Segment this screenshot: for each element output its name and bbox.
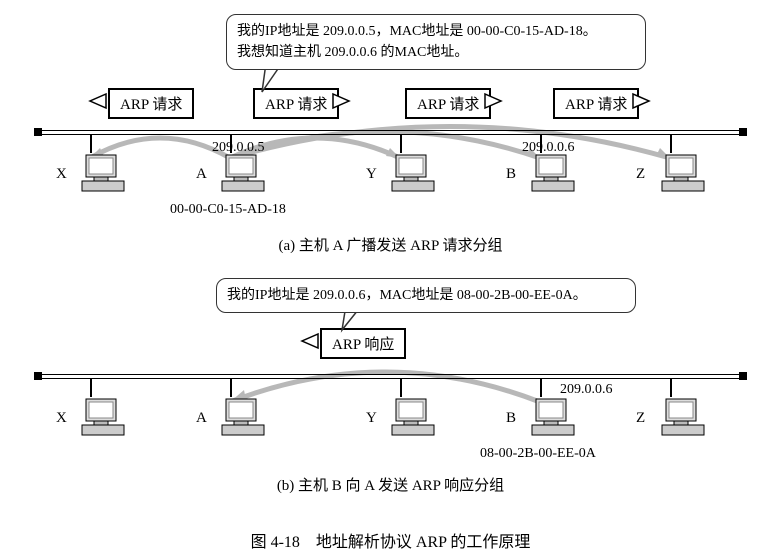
- host-y-a: [378, 153, 448, 200]
- arp-request-box-1: ARP 请求: [108, 88, 194, 119]
- mac-label-a: 00-00-C0-15-AD-18: [170, 202, 286, 218]
- host-label-x-a: X: [56, 166, 67, 183]
- arrow-right-4: [631, 92, 651, 110]
- drop-y-b: [400, 379, 402, 397]
- drop-z-b: [670, 379, 672, 397]
- computer-icon: [390, 153, 436, 195]
- figure-caption: 图 4-18 地址解析协议 ARP 的工作原理: [0, 528, 781, 552]
- computer-icon: [660, 397, 706, 439]
- computer-icon: [660, 153, 706, 195]
- speech-b-line1: 我的IP地址是 209.0.0.6，MAC地址是 08-00-2B-00-EE-…: [227, 285, 625, 306]
- host-label-b-a: B: [506, 166, 516, 183]
- arrow-left-1: [88, 92, 108, 110]
- computer-icon: [80, 397, 126, 439]
- computer-icon: [80, 153, 126, 195]
- panel-a: 我的IP地址是 209.0.0.5，MAC地址是 00-00-C0-15-AD-…: [0, 0, 781, 260]
- host-z-b: [648, 397, 718, 444]
- speech-a-line1: 我的IP地址是 209.0.0.5，MAC地址是 00-00-C0-15-AD-…: [237, 21, 635, 42]
- arp-request-box-3: ARP 请求: [405, 88, 491, 119]
- drop-z-a: [670, 135, 672, 153]
- host-y-b: [378, 397, 448, 444]
- host-label-a-b: A: [196, 410, 207, 427]
- arrow-right-3: [483, 92, 503, 110]
- host-label-y-b: Y: [366, 410, 377, 427]
- ip-label-b-a: 209.0.0.6: [522, 140, 575, 156]
- host-z-a: [648, 153, 718, 200]
- arrow-right-2: [331, 92, 351, 110]
- bus-a: [40, 130, 741, 135]
- speech-bubble-a: 我的IP地址是 209.0.0.5，MAC地址是 00-00-C0-15-AD-…: [226, 14, 646, 70]
- computer-icon: [530, 397, 576, 439]
- drop-x-b: [90, 379, 92, 397]
- computer-icon: [220, 153, 266, 195]
- computer-icon: [530, 153, 576, 195]
- arrow-left-resp: [300, 332, 320, 350]
- ip-label-b-b: 209.0.0.6: [560, 382, 613, 398]
- arp-request-box-4: ARP 请求: [553, 88, 639, 119]
- host-b-a: [518, 153, 588, 200]
- drop-y-a: [400, 135, 402, 153]
- drop-a-b: [230, 379, 232, 397]
- host-a-a: [208, 153, 278, 200]
- drop-x-a: [90, 135, 92, 153]
- host-x-b: [68, 397, 138, 444]
- caption-a: (a) 主机 A 广播发送 ARP 请求分组: [0, 234, 781, 255]
- speech-a-line2: 我想知道主机 209.0.0.6 的MAC地址。: [237, 42, 635, 63]
- computer-icon: [220, 397, 266, 439]
- drop-b-b: [540, 379, 542, 397]
- host-a-b: [208, 397, 278, 444]
- host-label-b-b: B: [506, 410, 516, 427]
- bus-b: [40, 374, 741, 379]
- host-label-z-b: Z: [636, 410, 645, 427]
- host-b-b: [518, 397, 588, 444]
- caption-b: (b) 主机 B 向 A 发送 ARP 响应分组: [0, 474, 781, 495]
- speech-bubble-b: 我的IP地址是 209.0.0.6，MAC地址是 08-00-2B-00-EE-…: [216, 278, 636, 313]
- host-label-y-a: Y: [366, 166, 377, 183]
- panel-b: 我的IP地址是 209.0.0.6，MAC地址是 08-00-2B-00-EE-…: [0, 270, 781, 510]
- host-label-a-a: A: [196, 166, 207, 183]
- ip-label-a: 209.0.0.5: [212, 140, 265, 156]
- host-label-z-a: Z: [636, 166, 645, 183]
- host-x-a: [68, 153, 138, 200]
- mac-label-b: 08-00-2B-00-EE-0A: [480, 446, 596, 462]
- host-label-x-b: X: [56, 410, 67, 427]
- computer-icon: [390, 397, 436, 439]
